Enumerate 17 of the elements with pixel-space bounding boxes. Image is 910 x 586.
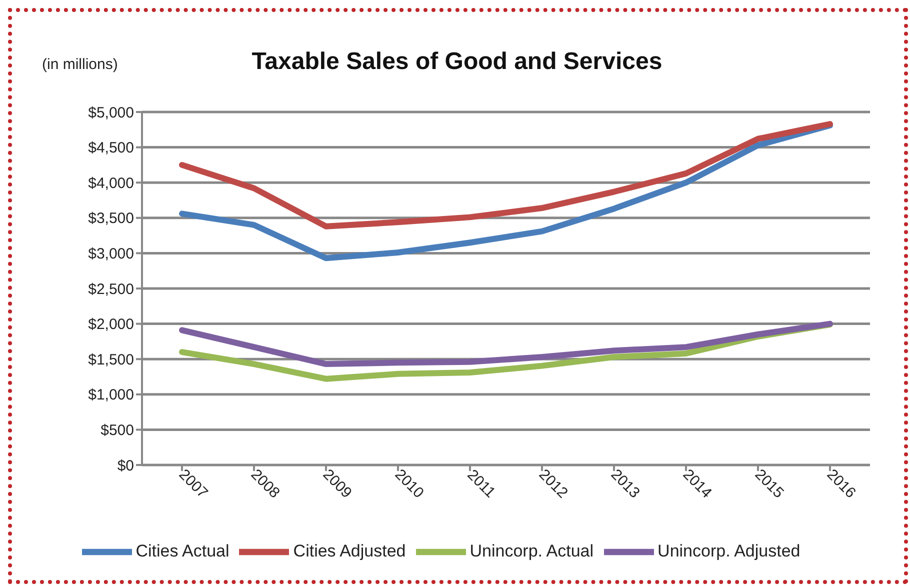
y-tick-label: $5,000	[88, 104, 134, 122]
legend-label: Unincorp. Actual	[470, 541, 594, 560]
text: (in millions)	[42, 56, 118, 73]
legend-label: Unincorp. Adjusted	[658, 541, 800, 560]
y-tick-label: $2,500	[88, 280, 134, 298]
y-tick-label: $3,000	[88, 246, 134, 263]
y-tick-label: $3,500	[88, 210, 134, 228]
y-tick-label: $500	[100, 422, 134, 440]
chart-title: Taxable Sales of Good and Services	[250, 48, 664, 76]
y-tick-label: $1,500	[88, 351, 134, 368]
y-tick-label: $0	[117, 457, 134, 474]
y-tick-label: $4,500	[88, 140, 134, 157]
y-tick-label: $4,000	[88, 174, 134, 192]
legend-label: Cities Adjusted	[293, 541, 406, 560]
y-tick-label: $1,000	[88, 386, 134, 404]
legend-label: Cities Actual	[136, 541, 230, 560]
y-tick-label: $2,000	[88, 316, 134, 334]
